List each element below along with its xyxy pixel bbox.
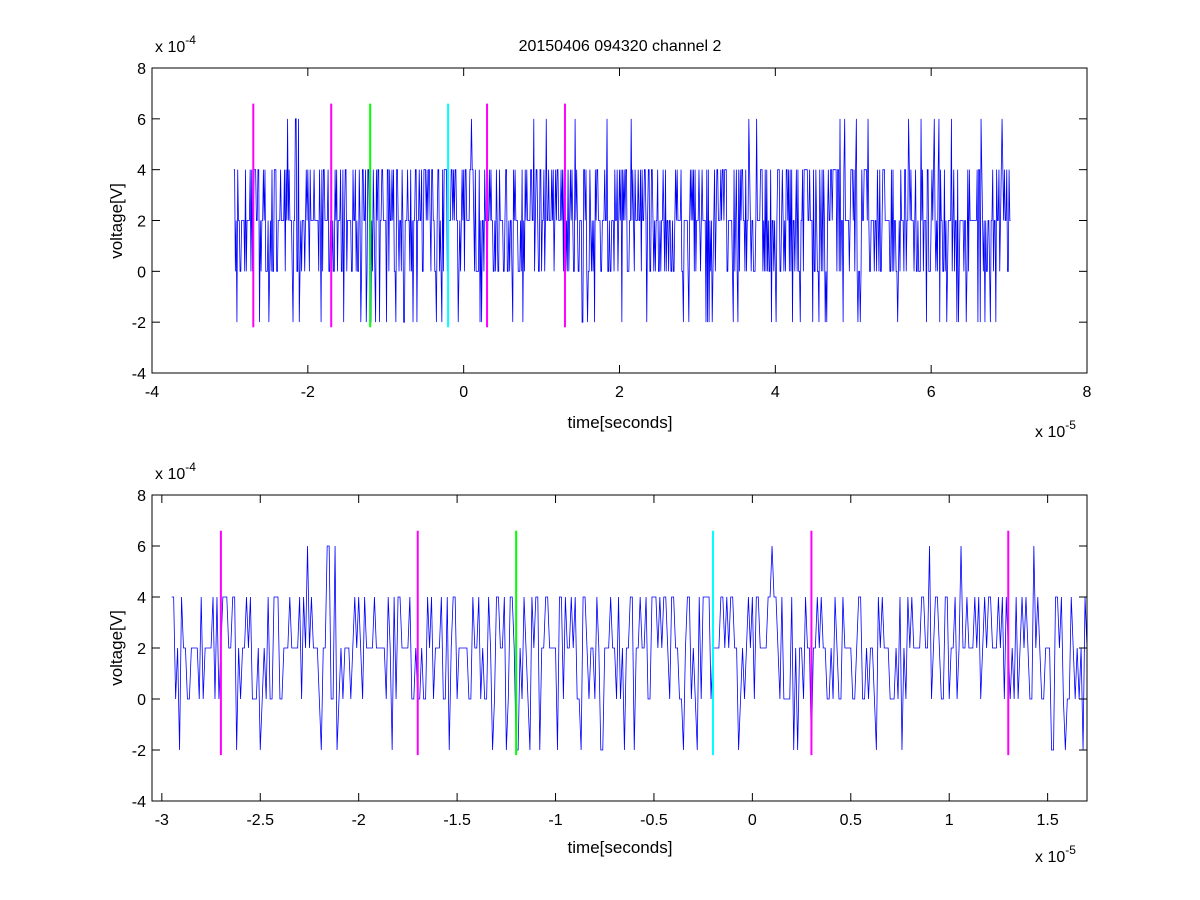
x-tick-label: 1.5 bbox=[1037, 812, 1059, 829]
x-tick-label: -3 bbox=[155, 812, 169, 829]
y-scale-exponent: -4 bbox=[185, 460, 196, 474]
y-tick-label: 6 bbox=[137, 539, 146, 556]
y-ticks: -4 -2 0 2 4 6 8 bbox=[132, 488, 1087, 811]
plot-bottom: -3 -2.5 -2 -1.5 -1 -0.5 0 0.5 1 1.5 -4 -2 0 2 4 6 8 tim… bbox=[107, 460, 1088, 866]
y-tick-label: 4 bbox=[137, 163, 146, 180]
figure-title: 20150406 094320 channel 2 bbox=[519, 38, 722, 55]
y-scale-label: x 10-4 bbox=[155, 33, 196, 56]
y-scale-base: x 10 bbox=[155, 39, 185, 56]
x-ticks: -4 -2 0 2 4 6 8 bbox=[145, 68, 1092, 401]
x-tick-label: 4 bbox=[771, 384, 780, 401]
voltage-trace bbox=[171, 545, 1088, 751]
x-ticks: -3 -2.5 -2 -1.5 -1 -0.5 0 0.5 1 1.5 bbox=[155, 495, 1059, 829]
x-tick-label: 2 bbox=[615, 384, 624, 401]
y-tick-label: 8 bbox=[137, 61, 146, 78]
y-tick-label: 0 bbox=[137, 264, 146, 281]
x-tick-label: -2 bbox=[352, 812, 366, 829]
x-tick-label: -4 bbox=[145, 384, 159, 401]
x-tick-label: 0 bbox=[748, 812, 757, 829]
y-tick-label: 2 bbox=[137, 214, 146, 231]
y-tick-label: -4 bbox=[132, 794, 146, 811]
x-tick-label: 0 bbox=[459, 384, 468, 401]
x-scale-label: x 10-5 bbox=[1035, 418, 1076, 441]
x-tick-label: -0.5 bbox=[640, 812, 668, 829]
x-tick-label: -2.5 bbox=[246, 812, 274, 829]
x-scale-base: x 10 bbox=[1035, 849, 1065, 866]
x-tick-label: 0.5 bbox=[840, 812, 862, 829]
x-scale-exponent: -5 bbox=[1065, 843, 1076, 857]
trace-layer bbox=[233, 118, 1011, 323]
y-tick-label: -2 bbox=[132, 743, 146, 760]
x-axis-label: time[seconds] bbox=[568, 413, 673, 432]
plot-top: -4 -2 0 2 4 6 8 -4 -2 0 2 4 6 8 time[seconds] voltag… bbox=[107, 33, 1092, 441]
x-scale-base: x 10 bbox=[1035, 424, 1065, 441]
marker-layer bbox=[219, 530, 1010, 756]
x-tick-label: 1 bbox=[945, 812, 954, 829]
y-tick-label: 4 bbox=[137, 590, 146, 607]
y-tick-label: 8 bbox=[137, 488, 146, 505]
y-scale-exponent: -4 bbox=[185, 33, 196, 47]
y-tick-label: 6 bbox=[137, 112, 146, 129]
trace-layer bbox=[171, 545, 1088, 751]
x-tick-label: -1.5 bbox=[443, 812, 471, 829]
y-axis-label: voltage[V] bbox=[107, 183, 126, 259]
y-tick-label: -4 bbox=[132, 366, 146, 383]
x-scale-label: x 10-5 bbox=[1035, 843, 1076, 866]
marker-layer bbox=[252, 103, 566, 328]
x-tick-label: -1 bbox=[548, 812, 562, 829]
y-tick-label: 2 bbox=[137, 641, 146, 658]
y-scale-base: x 10 bbox=[155, 466, 185, 483]
y-axis-label: voltage[V] bbox=[107, 610, 126, 686]
voltage-trace bbox=[233, 118, 1011, 323]
y-tick-label: 0 bbox=[137, 692, 146, 709]
y-ticks: -4 -2 0 2 4 6 8 bbox=[132, 61, 1087, 383]
x-scale-exponent: -5 bbox=[1065, 418, 1076, 432]
x-axis-label: time[seconds] bbox=[568, 838, 673, 857]
y-tick-label: -2 bbox=[132, 315, 146, 332]
y-scale-label: x 10-4 bbox=[155, 460, 196, 483]
x-tick-label: 8 bbox=[1083, 384, 1092, 401]
x-tick-label: -2 bbox=[301, 384, 315, 401]
x-tick-label: 6 bbox=[927, 384, 936, 401]
